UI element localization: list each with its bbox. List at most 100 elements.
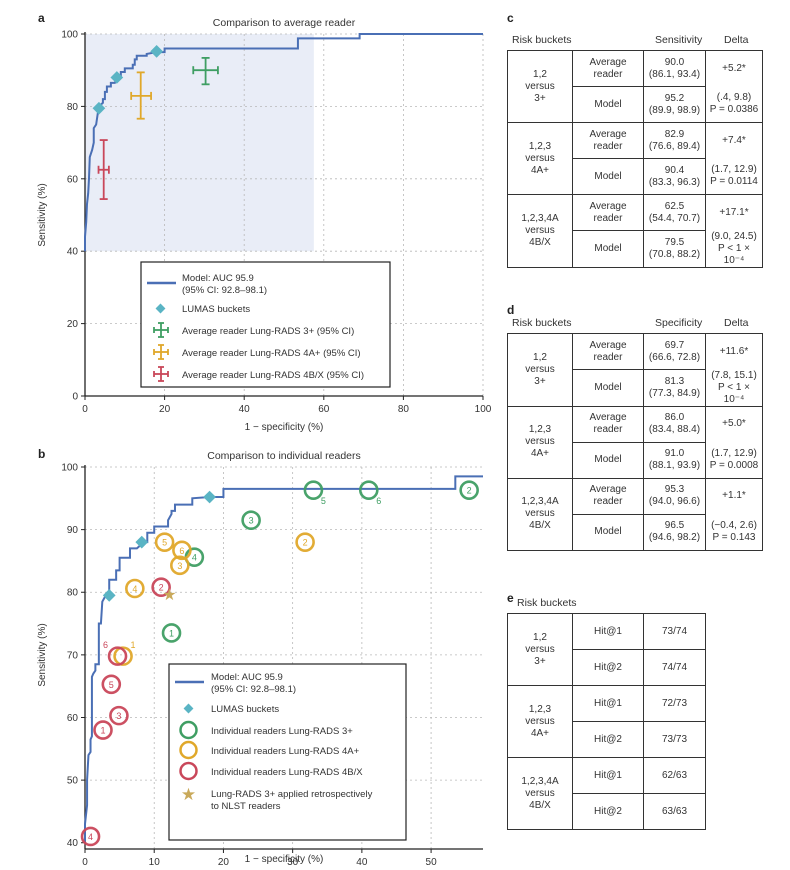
reader-type-cell: Average reader (572, 477, 644, 515)
y-tick-label: 50 (67, 776, 79, 787)
legend-errorbar-4bx-icon (153, 366, 169, 382)
hit-label-cell: Hit@1 (572, 613, 644, 650)
x-tick-label: 0 (82, 857, 88, 868)
legend-star-label: Lung-RADS 3+ applied retrospectively (211, 789, 373, 800)
ci: (88.1, 93.9) (648, 460, 701, 471)
reader-type-cell: Model (572, 230, 644, 268)
cell-text: 3+ (534, 655, 546, 667)
table-row: 1,2,3 versus 4A+ Average reader 86.0 (83.4, 88… (507, 405, 763, 479)
cell-text: 1,2,3,4A (521, 775, 559, 787)
metric-value-cell: 90.4 (83.3, 96.3) (643, 158, 706, 195)
cell-text: 4A+ (530, 164, 550, 176)
ci: (94.6, 98.2) (648, 532, 701, 543)
value: 82.9 (664, 128, 685, 140)
ci: (86.1, 93.4) (648, 68, 701, 80)
reader-ring (295, 532, 315, 552)
reader-id-label: 5 (162, 538, 167, 548)
cell-text: versus (525, 643, 555, 655)
chart-title: Comparison to individual readers (207, 450, 361, 462)
reader-ring (80, 826, 101, 847)
y-tick-label: 80 (67, 588, 79, 599)
risk-bucket-cell: 1,2 versus 3+ (507, 50, 573, 123)
y-tick-label: 0 (72, 392, 78, 403)
reader-ring (358, 480, 379, 500)
legend-model-ci: (95% CI: 92.8–98.1) (211, 684, 296, 695)
delta-value-cell: +7.4* (705, 122, 763, 159)
reader-ring (170, 555, 190, 576)
legend-ring-3plus-icon (179, 720, 198, 740)
table-e-body: 1,2 versus 3+ Hit@1 73/74 Hit@2 74/74 1,2,3 vers… (507, 613, 706, 830)
metric-value-cell: 91.0 (88.1, 93.9) (643, 441, 706, 479)
cell-text: Model (594, 381, 622, 393)
reader-id-label: 2 (159, 583, 164, 593)
y-tick-label: 60 (67, 713, 79, 724)
legend-readers-4aplus-label: Individual readers Lung-RADS 4A+ (211, 746, 360, 757)
x-tick-label: 40 (356, 857, 368, 868)
reader-id-label: 1 (100, 726, 105, 736)
ci: (66.6, 72.8) (648, 351, 701, 363)
reader-type-cell: Model (572, 369, 644, 407)
reader-ring (125, 578, 145, 599)
reader-id-label: 6 (179, 546, 184, 556)
legend-readers-4bx-label: Individual readers Lung-RADS 4B/X (211, 767, 363, 778)
panel-label-e: e (507, 591, 514, 605)
value: 79.5 (664, 236, 685, 248)
legend-ring-4bx-icon (179, 761, 198, 781)
cell-text: Model (594, 454, 622, 465)
delta: +11.6* (719, 345, 749, 357)
table-row: 1,2,3,4A versus 4B/X Hit@1 62/63 (507, 757, 706, 830)
y-tick-label: 70 (67, 650, 79, 661)
reader-ring (151, 577, 171, 598)
legend-model-ci: (95% CI: 92.8–98.1) (182, 285, 267, 296)
y-tick-label: 40 (67, 247, 79, 258)
reader-id-label: 5 (321, 496, 326, 506)
cell-text: reader (593, 140, 623, 152)
delta-ci-cell: (1.7, 12.9) P = 0.0008 (705, 442, 763, 479)
x-axis-label: 1 − specificity (%) (245, 854, 324, 865)
table-d-body: 1,2 versus 3+ Average reader 69.7 (66.6, 72.8)… (507, 333, 763, 551)
header-sensitivity: Sensitivity (655, 34, 703, 46)
delta-value-cell: +17.1* (705, 194, 763, 231)
cell-text: 1,2,3 (528, 703, 552, 715)
delta: +5.0* (722, 418, 746, 430)
metric-value-cell: 82.9 (76.6, 89.4) (643, 122, 706, 159)
cell-text: 3+ (534, 92, 546, 104)
cell-text: versus (525, 363, 555, 375)
table-d-specificity: Risk buckets Specificity Delta 1,2 versus… (507, 317, 767, 551)
reader-ring (107, 646, 128, 666)
chart-a-roc-average-reader: 0 20 40 60 80 100 0 20 40 60 80 100 Comparison to a… (37, 17, 492, 433)
lumas-bucket-diamond (203, 490, 216, 504)
table-row: Model 91.0 (88.1, 93.9) (1.7, 12.9) P = 0.00… (508, 441, 763, 479)
y-tick-label: 90 (67, 525, 79, 536)
y-tick-label: 100 (61, 463, 78, 474)
ci: (70.8, 88.2) (648, 248, 701, 260)
p-value: P = 0.0008 (709, 459, 759, 471)
legend-frame (140, 261, 391, 388)
reader-type-cell: Average reader (572, 50, 644, 87)
table-row: Model 95.2 (89.9, 98.9) (.4, 9.8) P = 0.0386 (508, 86, 763, 123)
delta: +1.1* (722, 490, 746, 502)
chart-b-roc-individual-readers: 0 10 20 30 40 50 40 50 60 70 80 90 100 Comparison to… (37, 450, 483, 868)
x-tick-label: 0 (82, 404, 88, 415)
reader-id-label: 2 (303, 538, 308, 548)
cell-text: 1,2,3,4A (521, 212, 559, 224)
value: 91.0 (664, 448, 685, 459)
ci: (94.0, 96.6) (648, 496, 701, 507)
ci: (83.3, 96.3) (648, 176, 701, 188)
ci: (83.4, 88.4) (648, 424, 701, 435)
risk-bucket-cell: 1,2,3 versus 4A+ (507, 685, 573, 758)
legend-readers-3plus-label: Individual readers Lung-RADS 3+ (211, 726, 353, 737)
reader-ring (172, 540, 192, 561)
value: 62.5 (664, 200, 685, 212)
hit-value-cell: 73/74 (643, 613, 706, 650)
axes: 0 10 20 30 40 50 40 50 60 70 80 90 100 (61, 463, 483, 868)
delta: +7.4* (722, 134, 746, 146)
header-risk-buckets: Risk buckets (512, 317, 572, 329)
cell-text: 4A+ (530, 448, 550, 459)
metric-value-cell: 95.2 (89.9, 98.9) (643, 86, 706, 123)
hit-label-cell: Hit@2 (572, 649, 644, 686)
delta-ci: (1.7, 12.9) (711, 447, 757, 459)
legend-lumas-diamond-icon (155, 303, 166, 314)
delta-value-cell: +1.1* (705, 477, 763, 514)
